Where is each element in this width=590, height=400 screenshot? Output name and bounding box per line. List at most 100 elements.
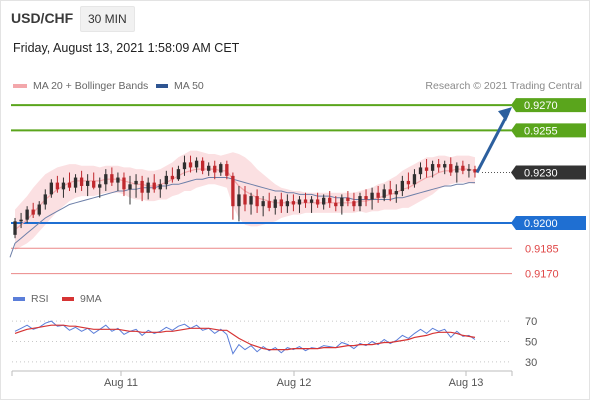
candle-body	[412, 174, 417, 185]
candle-body	[43, 194, 47, 205]
candle-body	[207, 165, 211, 171]
level-label-3: 0.9200	[524, 218, 558, 230]
candle-body	[98, 184, 102, 188]
candle-body	[424, 167, 429, 171]
candle-body	[243, 194, 247, 205]
candle-body	[430, 164, 435, 171]
candle-body	[110, 174, 114, 183]
candle-body	[200, 160, 205, 171]
level-tag-2	[511, 165, 586, 180]
candle-body	[352, 201, 356, 207]
legend-ma50-swatch	[156, 84, 168, 88]
candle-body	[61, 182, 66, 190]
candle-body	[55, 182, 60, 190]
candle-body	[25, 209, 29, 220]
legend-ma20-swatch	[13, 84, 27, 88]
legend-ma50-label: MA 50	[174, 80, 204, 92]
candle-body	[370, 192, 374, 200]
candle-body	[122, 177, 126, 190]
projection-arrow-line	[475, 112, 510, 174]
candle-body	[279, 199, 283, 207]
candle-body	[267, 201, 271, 208]
candle-body	[231, 175, 235, 207]
candle-body	[237, 194, 241, 207]
legend-rsi-swatch	[13, 297, 25, 301]
legend-ma20-label: MA 20 + Bollinger Bands	[33, 80, 149, 92]
level-tag-0	[511, 98, 586, 113]
candle-body	[37, 204, 41, 215]
level-tag-3	[511, 216, 586, 231]
candle-body	[152, 182, 156, 190]
candle-body	[176, 169, 181, 180]
level-label-2: 0.9230	[524, 167, 558, 179]
candle-body	[146, 182, 150, 193]
projection-arrowhead	[498, 107, 512, 122]
candle-body	[334, 202, 338, 207]
currency-pair: USD/CHF	[11, 10, 74, 26]
legend-rsi-label: RSI	[31, 293, 49, 305]
candle-body	[261, 201, 265, 207]
candle-body	[455, 165, 459, 173]
candle-body	[315, 199, 320, 205]
candle-body	[406, 180, 411, 185]
candle-body	[364, 196, 368, 200]
candle-body	[164, 175, 168, 185]
rsi-panel: 70 50 30	[12, 316, 537, 369]
candle-body	[461, 165, 465, 171]
candle-body	[309, 199, 314, 203]
candle-body	[328, 197, 332, 203]
candle-body	[388, 189, 392, 195]
chart-header: USD/CHF 30 MIN	[0, 0, 590, 36]
candle-body	[291, 201, 296, 205]
level-label-4: 0.9185	[525, 243, 559, 255]
candle-body	[73, 177, 78, 188]
candle-body	[134, 180, 138, 185]
candle-body	[249, 196, 253, 205]
legend-rsi: RSI	[13, 293, 49, 305]
candle-body	[303, 199, 308, 203]
x-tick-label: Aug 13	[449, 377, 484, 389]
candle-body	[394, 191, 398, 195]
candle-body	[285, 201, 290, 207]
x-tick-label: Aug 12	[277, 377, 312, 389]
candle-body	[116, 177, 120, 183]
candle-body	[358, 196, 362, 207]
x-axis: Aug 11 Aug 12 Aug 13	[11, 370, 513, 389]
candle-body	[443, 164, 447, 168]
rsi-ma-line	[14, 324, 476, 351]
legend-ma20: MA 20 + Bollinger Bands	[13, 80, 148, 92]
rsi-line	[14, 320, 476, 355]
candle-body	[436, 164, 441, 168]
candle-body	[340, 197, 344, 207]
candle-body	[128, 184, 132, 190]
candle-body	[255, 196, 259, 207]
candle-body	[170, 175, 175, 180]
candle-body	[13, 221, 17, 235]
candle-body	[473, 169, 477, 173]
ma50-line	[9, 177, 475, 258]
legend-ma9: 9MA	[62, 293, 102, 305]
candle-body	[467, 169, 471, 171]
legend-ma9-swatch	[62, 297, 74, 301]
candle-body	[140, 180, 144, 193]
candle-body	[219, 164, 223, 173]
timeframe-badge[interactable]: 30 MIN	[80, 6, 135, 32]
candle-body	[92, 180, 96, 188]
candle-body	[49, 182, 54, 195]
candle-body	[346, 197, 350, 202]
candle-body	[158, 184, 162, 190]
candle-body	[382, 189, 386, 198]
candle-body	[104, 174, 108, 185]
candle-body	[449, 164, 453, 173]
credit-text: Research © 2021 Trading Central	[425, 80, 582, 92]
candle-body	[19, 219, 23, 222]
candle-body	[418, 167, 423, 175]
rsi-tick-70: 70	[525, 316, 537, 328]
candle-body	[273, 199, 277, 208]
candle-body	[322, 197, 326, 205]
candle-body	[67, 182, 72, 188]
rsi-tick-50: 50	[525, 337, 537, 349]
level-label-1: 0.9255	[524, 125, 558, 137]
candle-body	[400, 180, 405, 192]
